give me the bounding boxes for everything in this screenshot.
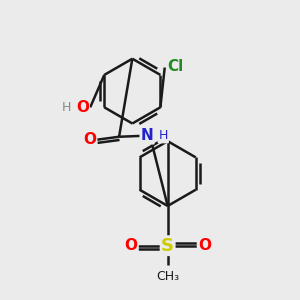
Text: O: O (83, 132, 96, 147)
Text: Cl: Cl (167, 58, 184, 74)
Text: H: H (61, 101, 71, 114)
Text: S: S (161, 237, 174, 255)
Text: O: O (198, 238, 211, 253)
Text: O: O (76, 100, 89, 115)
Text: CH₃: CH₃ (156, 270, 179, 283)
Text: N: N (141, 128, 153, 143)
Text: H: H (159, 129, 168, 142)
Text: O: O (124, 238, 137, 253)
